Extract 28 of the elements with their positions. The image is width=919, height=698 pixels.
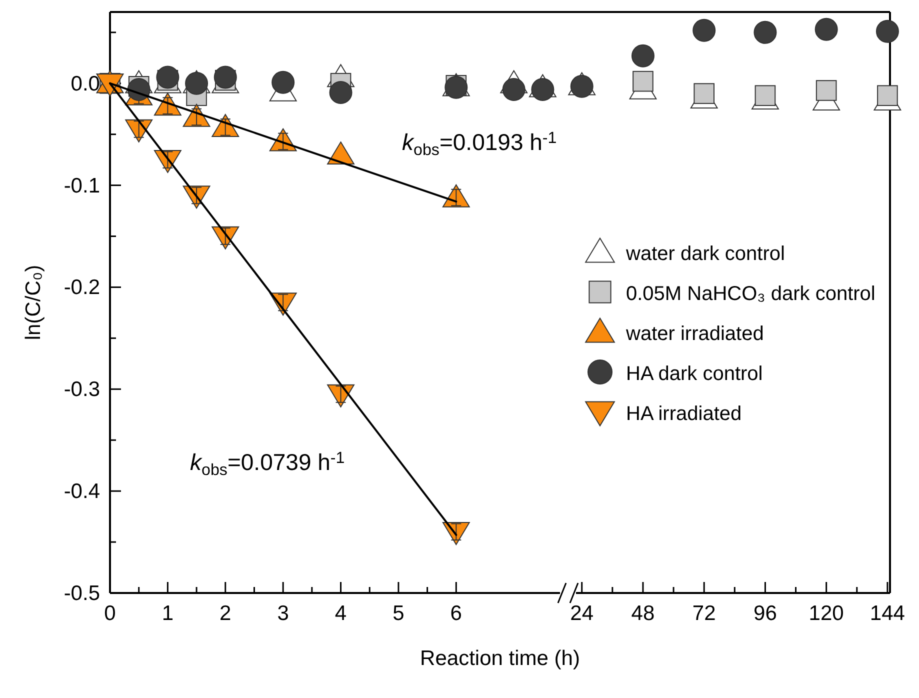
legend-label: HA dark control [626,363,763,385]
x-tick-label: 6 [450,602,462,625]
annotation: k$_{obs}$=0.0739 h$^{-1}$ [190,448,345,479]
x-tick-label: 4 [334,602,347,625]
y-tick-label: -0.5 [64,582,100,605]
x-tick-label: 120 [808,602,844,625]
x-tick-label: 48 [631,602,655,625]
y-axis-title: ln(C/C₀) [22,264,45,340]
x-tick-label: 3 [277,602,289,625]
legend-label: water dark control [625,243,785,265]
x-tick-label: 96 [754,602,777,625]
y-tick-label: -0.1 [64,174,100,198]
annotation: k$_{obs}$=0.0193 h$^{-1}$ [402,128,557,159]
y-tick-label: 0.0 [70,72,100,96]
x-tick-label: 144 [870,602,906,625]
x-tick-label: 1 [162,602,174,625]
x-tick-label: 2 [220,602,232,625]
x-axis-title: Reaction time (h) [420,647,580,670]
legend-label: HA irradiated [626,403,742,425]
y-tick-label: -0.3 [64,378,100,402]
y-tick-label: -0.2 [64,276,100,300]
x-tick-label: 5 [392,602,404,625]
y-tick-label: -0.4 [64,480,100,504]
legend-label: water irradiated [625,323,764,345]
x-tick-label: 24 [570,602,594,625]
x-tick-label: 0 [104,602,116,625]
x-tick-label: 72 [692,602,716,625]
legend-label: 0.05M NaHCO₃ dark control [626,283,876,305]
